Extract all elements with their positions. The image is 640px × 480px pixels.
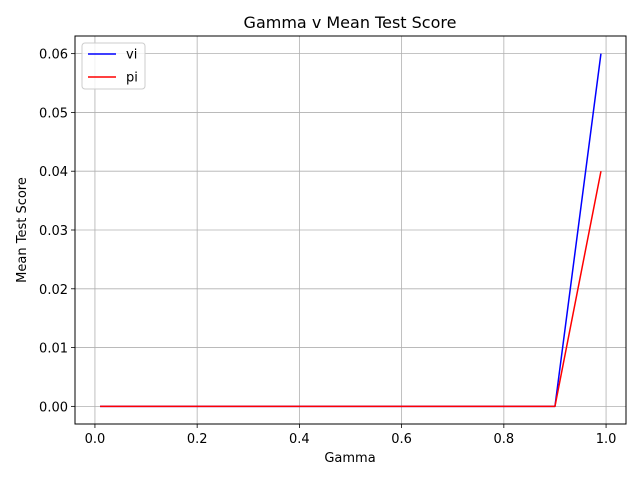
x-tick-label: 1.0 (596, 432, 617, 447)
y-tick-label: 0.04 (39, 165, 68, 180)
x-tick-label: 0.8 (493, 432, 514, 447)
series-line-pi (100, 171, 602, 408)
x-axis-label: Gamma (324, 451, 375, 466)
y-tick-label: 0.01 (39, 342, 68, 357)
y-axis-ticks: 0.00 0.01 0.02 0.03 0.04 0.05 0.06 (39, 48, 75, 415)
y-tick-label: 0.02 (39, 283, 68, 298)
y-tick-label: 0.06 (39, 48, 68, 63)
legend-label-vi: vi (126, 48, 137, 63)
y-tick-label: 0.00 (39, 400, 68, 415)
y-axis-label: Mean Test Score (15, 177, 30, 283)
chart-title: Gamma v Mean Test Score (244, 13, 457, 32)
legend: vi pi (81, 42, 146, 90)
legend-label-pi: pi (126, 71, 138, 86)
x-tick-label: 0.0 (85, 432, 106, 447)
y-tick-label: 0.03 (39, 224, 68, 239)
grid-lines (75, 36, 626, 424)
x-tick-label: 0.6 (391, 432, 412, 447)
x-tick-label: 0.4 (289, 432, 310, 447)
series-lines (100, 53, 602, 408)
x-axis-ticks: 0.0 0.2 0.4 0.6 0.8 1.0 (85, 424, 617, 447)
x-tick-label: 0.2 (187, 432, 208, 447)
y-tick-label: 0.05 (39, 106, 68, 121)
